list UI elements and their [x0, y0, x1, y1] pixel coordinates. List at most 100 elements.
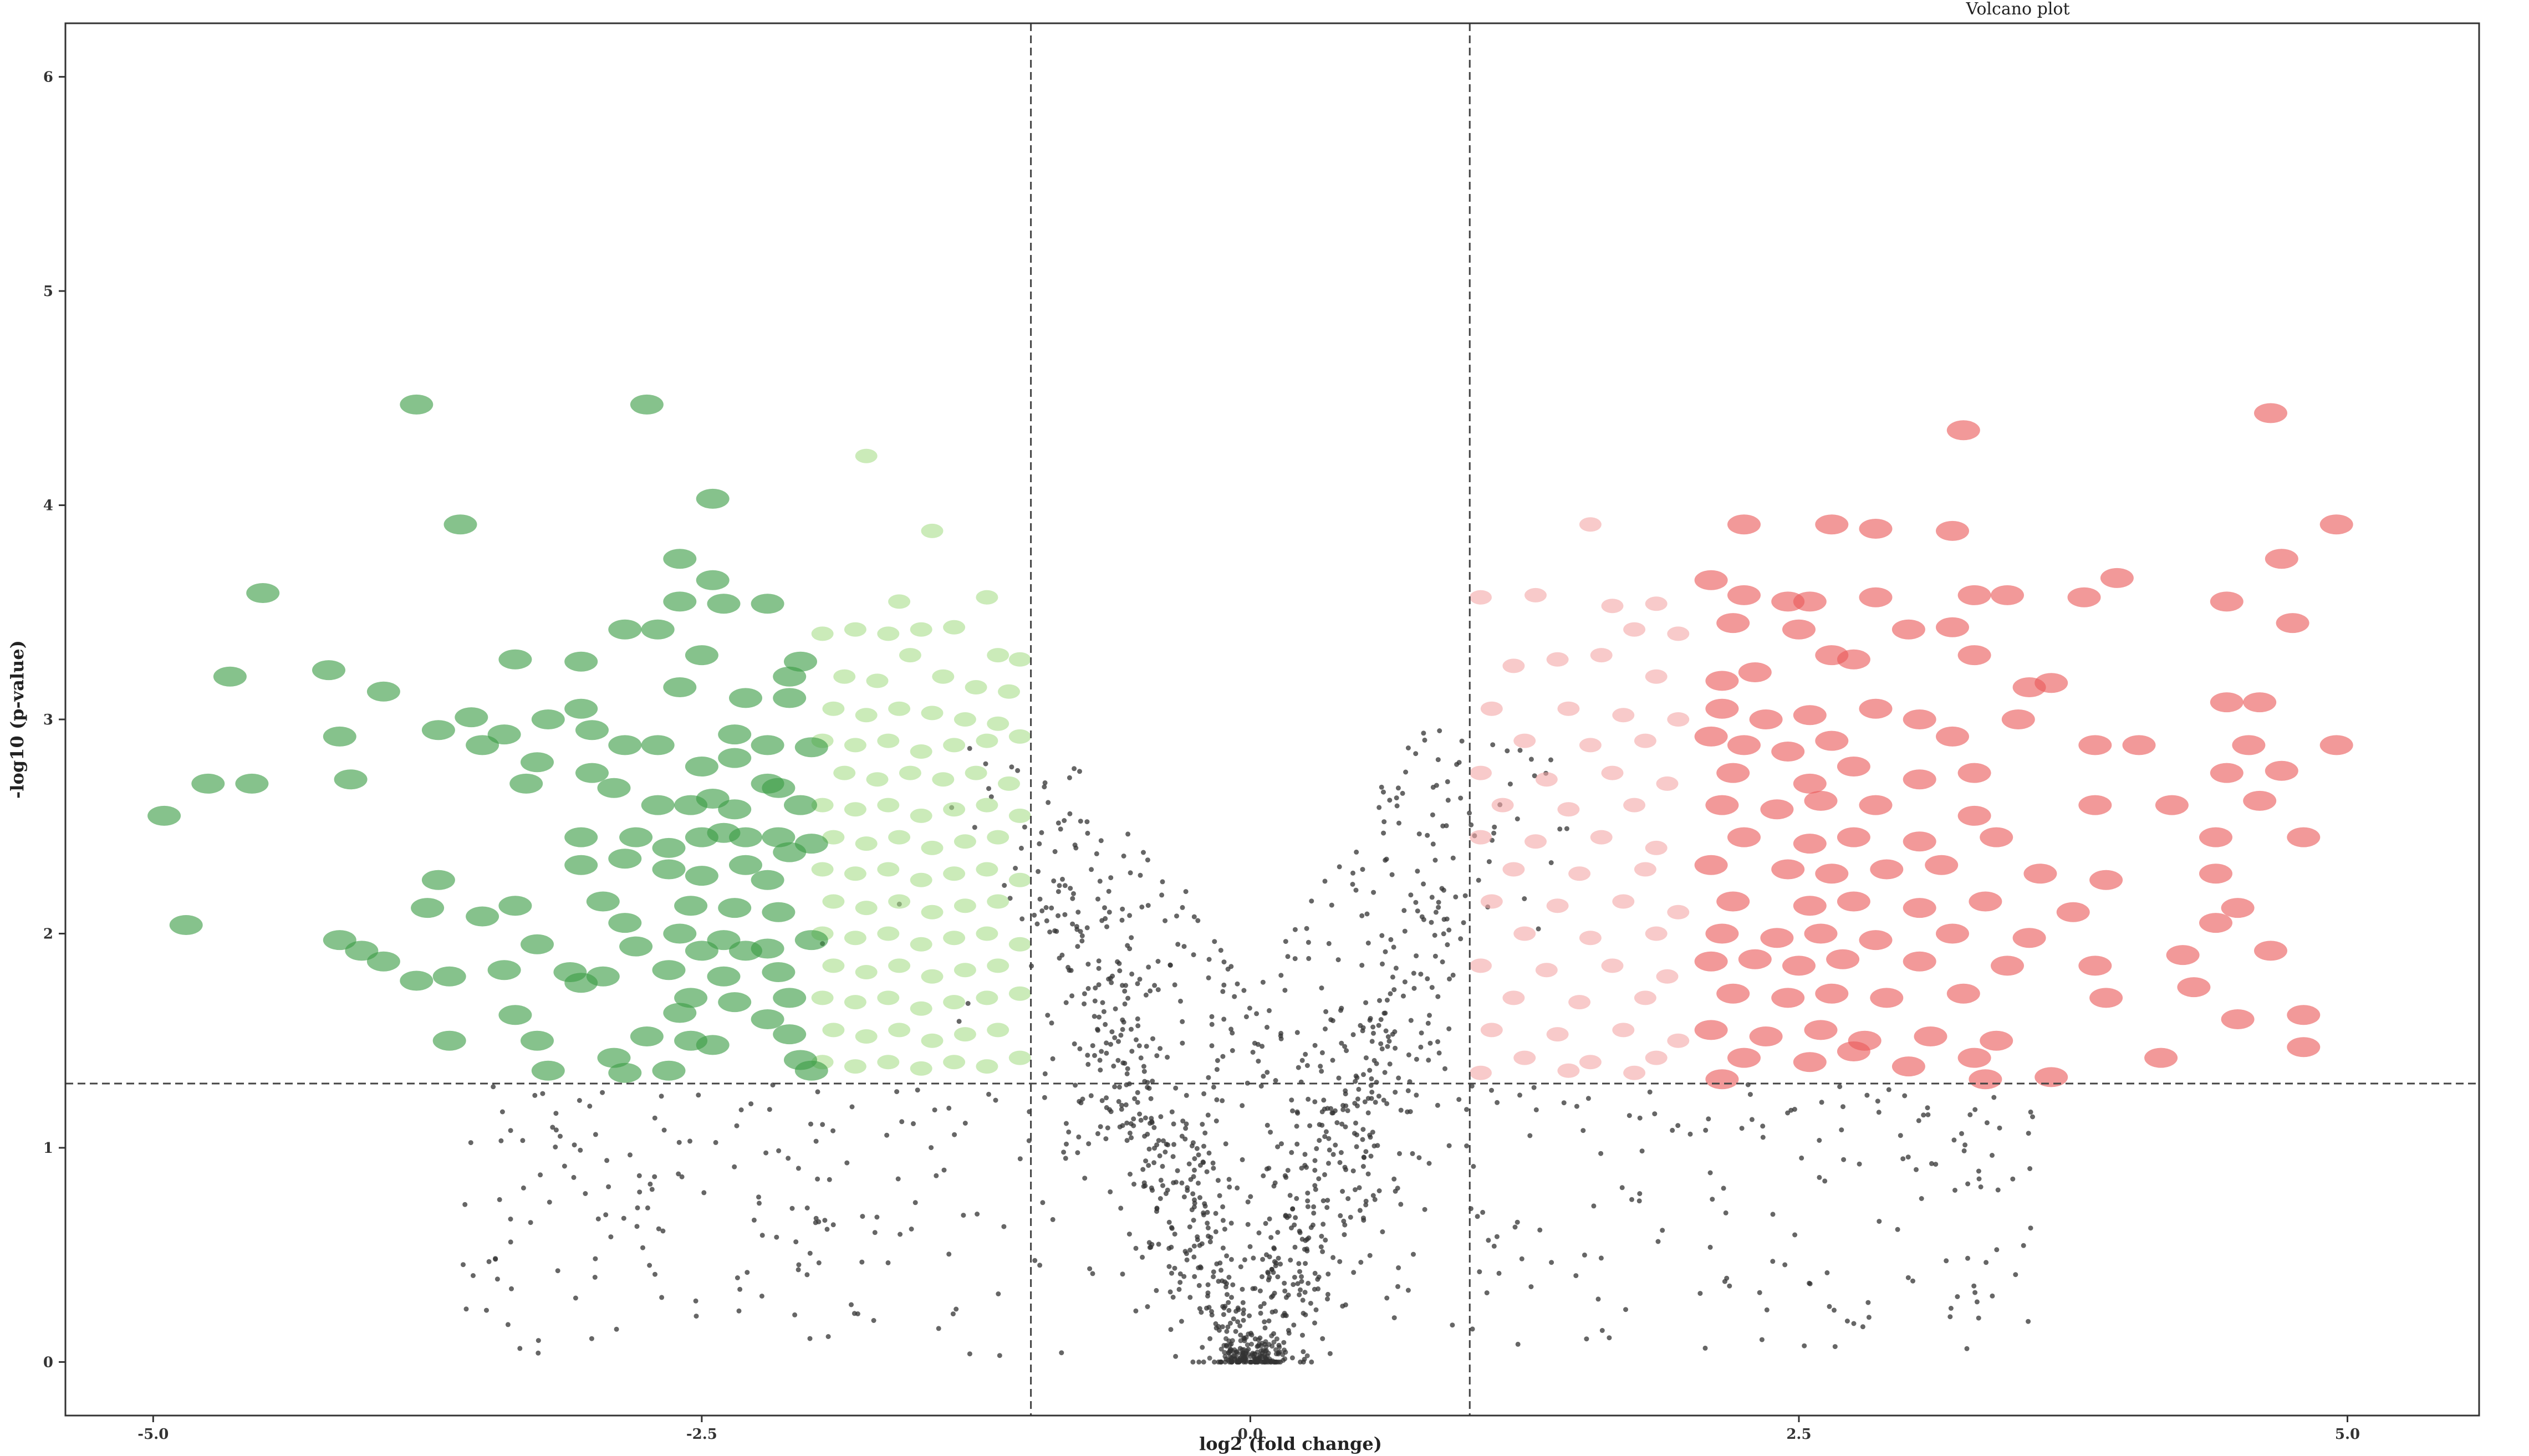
not-significant-point — [1322, 1134, 1328, 1140]
not-significant-point — [1723, 1210, 1729, 1215]
not-significant-point — [1445, 798, 1451, 803]
up-weak-point — [1645, 596, 1668, 611]
not-significant-point — [1241, 988, 1247, 993]
not-significant-point — [1191, 1254, 1197, 1260]
not-significant-point — [1123, 983, 1129, 988]
not-significant-point — [1286, 1327, 1291, 1333]
not-significant-point — [1131, 1182, 1136, 1187]
up-strong-point — [1694, 726, 1728, 747]
not-significant-point — [1297, 1269, 1302, 1274]
not-significant-point — [1177, 1271, 1183, 1276]
not-significant-point — [1670, 1127, 1675, 1133]
not-significant-point — [1179, 1180, 1185, 1186]
not-significant-point — [1350, 870, 1355, 876]
up-weak-point — [1601, 599, 1624, 614]
not-significant-point — [1675, 1123, 1681, 1128]
not-significant-point — [1866, 1315, 1872, 1320]
not-significant-point — [1379, 1046, 1385, 1051]
up-strong-point — [1870, 988, 1904, 1008]
not-significant-point — [737, 1286, 743, 1292]
not-significant-point — [1063, 1156, 1068, 1161]
not-significant-point — [1323, 1026, 1328, 1031]
not-significant-point — [1228, 964, 1234, 969]
up-strong-point — [1793, 591, 1827, 612]
not-significant-point — [649, 1187, 655, 1192]
down-strong-point — [564, 698, 598, 719]
up-strong-point — [2210, 591, 2244, 612]
down-weak-point — [888, 1023, 911, 1038]
not-significant-point — [1220, 1245, 1226, 1251]
not-significant-point — [1369, 1090, 1375, 1095]
down-weak-point — [976, 926, 998, 941]
not-significant-point — [1127, 913, 1133, 918]
down-strong-point — [663, 1003, 697, 1023]
not-significant-point — [1042, 1071, 1048, 1076]
down-strong-point — [674, 988, 708, 1008]
not-significant-point — [1220, 1324, 1225, 1330]
not-significant-point — [1149, 1120, 1155, 1125]
not-significant-point — [941, 1167, 947, 1173]
not-significant-point — [1115, 1057, 1121, 1063]
not-significant-point — [1324, 1205, 1330, 1210]
not-significant-point — [1320, 1222, 1326, 1227]
y-tick-label: 0 — [43, 1354, 53, 1371]
not-significant-point — [1512, 1224, 1518, 1230]
not-significant-point — [593, 1256, 598, 1261]
not-significant-point — [1226, 1275, 1232, 1280]
not-significant-point — [1308, 1225, 1314, 1230]
down-weak-point — [822, 701, 845, 716]
not-significant-point — [1421, 881, 1426, 887]
not-significant-point — [1215, 1178, 1221, 1183]
down-strong-point — [400, 394, 434, 415]
not-significant-point — [954, 1306, 959, 1312]
not-significant-point — [1440, 959, 1445, 964]
not-significant-point — [1441, 931, 1446, 937]
not-significant-point — [1148, 1096, 1154, 1101]
y-tick-label: 4 — [43, 498, 53, 514]
not-significant-point — [1436, 1050, 1442, 1056]
not-significant-point — [1273, 1078, 1278, 1083]
up-strong-point — [1957, 805, 1991, 826]
down-strong-point — [751, 1009, 784, 1029]
not-significant-point — [2026, 1319, 2031, 1324]
not-significant-point — [1255, 1041, 1261, 1047]
not-significant-point — [1865, 1300, 1871, 1305]
not-significant-point — [1180, 1118, 1186, 1124]
not-significant-point — [1128, 870, 1133, 876]
not-significant-point — [1919, 1196, 1924, 1201]
not-significant-point — [1178, 998, 1183, 1004]
not-significant-point — [600, 1090, 605, 1095]
not-significant-point — [687, 1138, 692, 1144]
not-significant-point — [1492, 824, 1497, 830]
down-strong-point — [564, 973, 598, 993]
not-significant-point — [1548, 860, 1554, 865]
not-significant-point — [1196, 1152, 1201, 1158]
up-strong-point — [2319, 514, 2353, 535]
not-significant-point — [1256, 1059, 1261, 1064]
not-significant-point — [1262, 1325, 1268, 1331]
not-significant-point — [593, 1132, 598, 1137]
up-strong-point — [1793, 834, 1827, 854]
not-significant-point — [986, 786, 991, 791]
not-significant-point — [748, 1101, 754, 1107]
not-significant-point — [1401, 908, 1407, 913]
up-strong-point — [1705, 698, 1739, 719]
up-weak-point — [1480, 701, 1503, 716]
down-weak-point — [998, 776, 1020, 791]
not-significant-point — [1359, 963, 1365, 968]
not-significant-point — [1343, 1103, 1349, 1108]
not-significant-point — [813, 1138, 819, 1144]
not-significant-point — [1739, 1126, 1745, 1131]
not-significant-point — [1043, 905, 1049, 910]
not-significant-point — [1367, 1253, 1373, 1258]
up-strong-point — [1716, 891, 1750, 912]
not-significant-point — [1135, 1016, 1140, 1021]
not-significant-point — [1429, 919, 1434, 925]
not-significant-point — [1264, 1252, 1269, 1258]
not-significant-point — [1342, 1232, 1347, 1238]
down-weak-point — [976, 862, 998, 877]
not-significant-point — [1342, 1164, 1348, 1170]
not-significant-point — [604, 1158, 610, 1163]
not-significant-point — [1205, 1112, 1211, 1118]
not-significant-point — [1050, 1056, 1056, 1061]
